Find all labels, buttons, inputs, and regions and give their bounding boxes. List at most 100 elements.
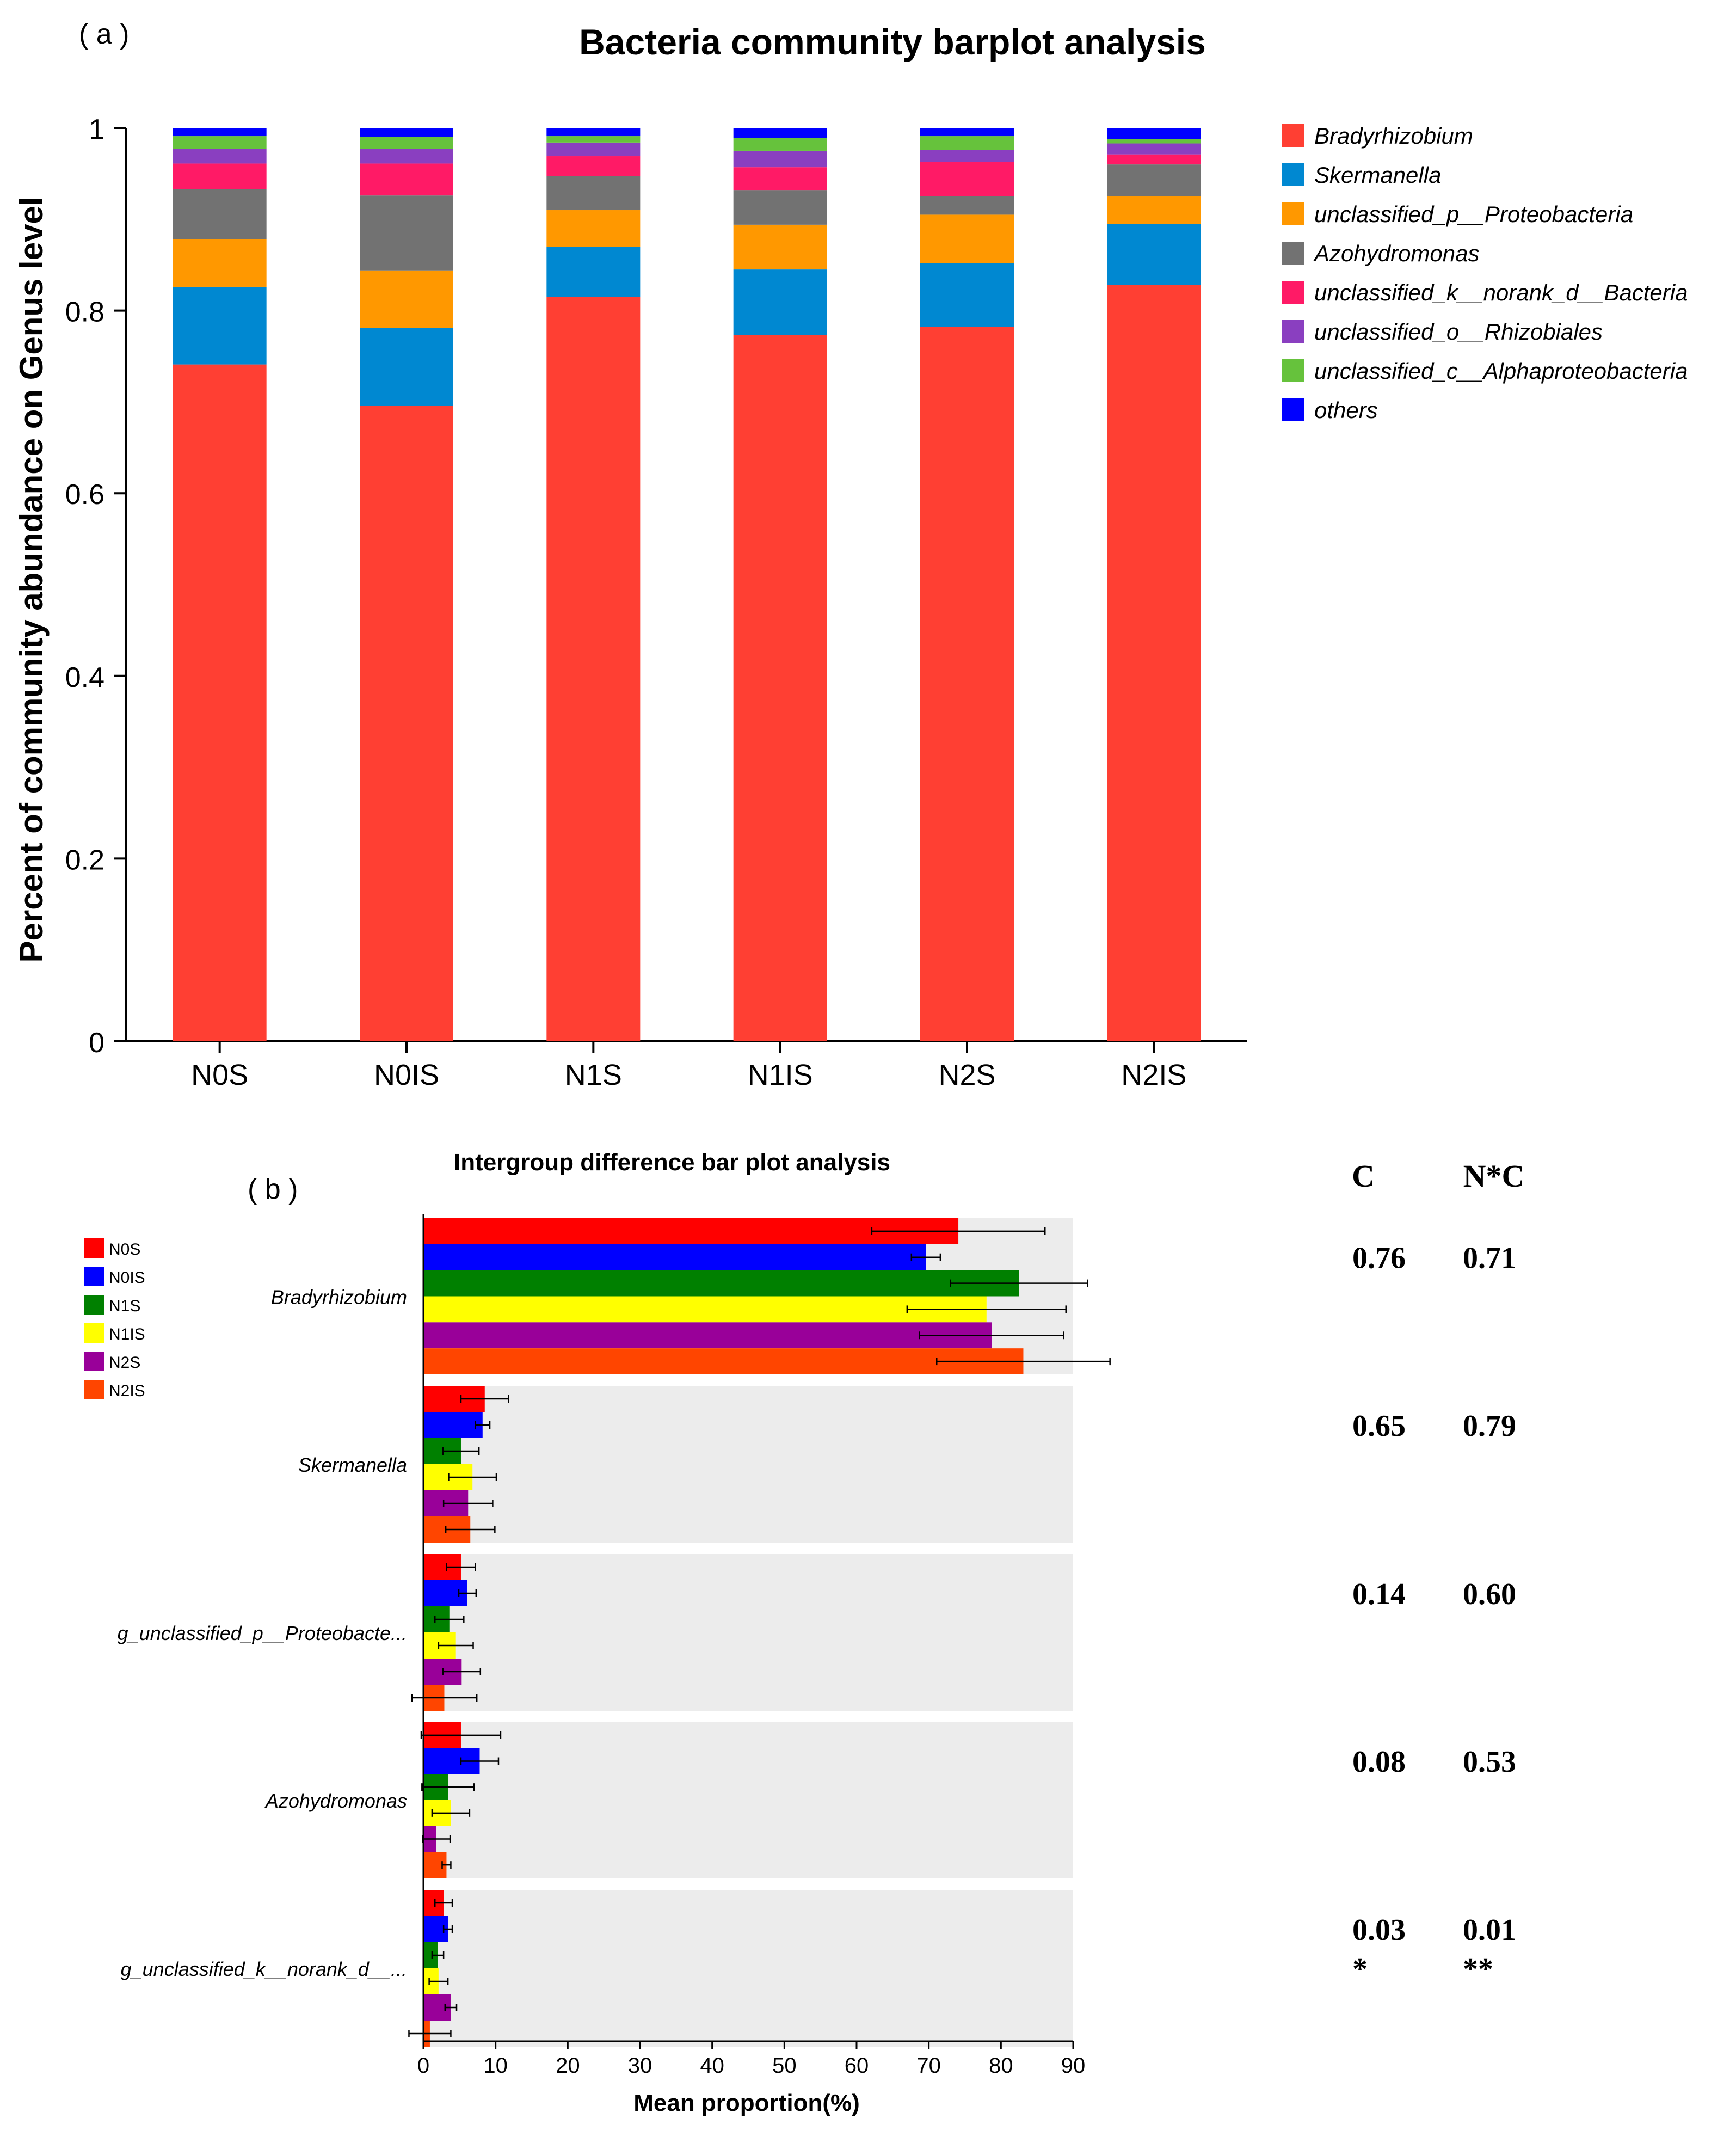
panel-b-title: Intergroup difference bar plot analysis — [454, 1149, 890, 1176]
legend-swatch — [1282, 163, 1304, 186]
panel-a-x-tick-label: N2IS — [1121, 1059, 1186, 1091]
legend-swatch — [1282, 124, 1304, 147]
legend-swatch — [1282, 281, 1304, 304]
legend-label: N0IS — [109, 1269, 145, 1287]
panel-a-x-tick-label: N0IS — [374, 1059, 439, 1091]
panel-a-y-tick-label: 0 — [89, 1027, 104, 1059]
category-label: Bradyrhizobium — [271, 1286, 407, 1309]
pvalue-c: 0.65 — [1352, 1409, 1406, 1443]
panel-a-y-tick-label: 0.4 — [65, 662, 104, 693]
legend-label: unclassified_p__Proteobacteria — [1314, 201, 1633, 227]
stacked-bar-segment-6 — [546, 142, 641, 157]
stacked-bar-segment-8 — [360, 128, 453, 137]
pvalue-header-nc: N*C — [1463, 1158, 1525, 1194]
stacked-bar-segment-3 — [173, 239, 267, 287]
bar-n2s — [423, 1322, 992, 1349]
stacked-bar-segment-8 — [733, 128, 827, 138]
stacked-bar-segment-2 — [546, 247, 641, 297]
stacked-bar-segment-3 — [920, 214, 1014, 263]
legend-label: N1IS — [109, 1325, 145, 1343]
legend-swatch — [1282, 202, 1304, 225]
pvalue-c: 0.08 — [1352, 1745, 1406, 1779]
stacked-bar-segment-7 — [733, 138, 827, 151]
significance-mark-c: * — [1352, 1952, 1368, 1986]
panel-a-y-tick-label: 1 — [89, 114, 104, 145]
panel-a-chart: 0 0.2 0.4 0.6 0.8 1 N0S N0IS N1S N1IS N2S N2IS Brady… — [65, 114, 1688, 1091]
pvalue-c: 0.76 — [1352, 1242, 1406, 1275]
legend-label: N0S — [109, 1240, 140, 1258]
stacked-bar-segment-6 — [733, 150, 827, 168]
stacked-bar-segment-4 — [920, 196, 1014, 215]
legend-label: unclassified_c__Alphaproteobacteria — [1314, 358, 1688, 384]
legend-swatch — [84, 1380, 104, 1399]
stacked-bar-segment-3 — [360, 270, 453, 328]
legend-label: Skermanella — [1314, 162, 1441, 188]
stacked-bar-segment-1 — [733, 335, 827, 1041]
stacked-bar-segment-4 — [173, 189, 267, 239]
stacked-bar-segment-6 — [1107, 143, 1201, 155]
panel-b-x-tick-label: 30 — [628, 2054, 652, 2078]
stacked-bar-segment-8 — [920, 128, 1014, 137]
bar-n0is — [423, 1412, 483, 1438]
legend-label: Bradyrhizobium — [1314, 123, 1473, 149]
panel-a-title: Bacteria community barplot analysis — [579, 22, 1206, 62]
bar-n2is — [423, 1348, 1024, 1374]
category-band — [423, 1722, 1073, 1878]
stacked-bar-segment-5 — [920, 162, 1014, 196]
pvalue-nc: 0.71 — [1463, 1242, 1516, 1275]
panel-a-y-tick-label: 0.2 — [65, 844, 104, 876]
stacked-bar-segment-2 — [733, 269, 827, 335]
stacked-bar-segment-5 — [1107, 154, 1201, 165]
panel-a-y-tick-label: 0.6 — [65, 479, 104, 511]
panel-a-label: ( a ) — [79, 19, 129, 50]
category-band — [423, 1386, 1073, 1543]
legend-label: others — [1314, 397, 1378, 423]
bar-n1s — [423, 1270, 1019, 1297]
panel-a-y-tick-label: 0.8 — [65, 297, 104, 328]
panel-a-x-tick-label: N1S — [565, 1059, 622, 1091]
category-label: g_unclassified_p__Proteobacte... — [118, 1622, 407, 1644]
stacked-bar-segment-2 — [1107, 224, 1201, 285]
category-band — [423, 1890, 1073, 2047]
category-label: g_unclassified_k__norank_d__... — [121, 1958, 407, 1980]
stacked-bar-segment-1 — [1107, 285, 1201, 1042]
panel-a-ylabel: Percent of community abundance on Genus … — [13, 197, 50, 963]
panel-a-x-tick-label: N0S — [191, 1059, 248, 1091]
panel-b-x-tick-label: 20 — [556, 2054, 580, 2078]
bar-n0is — [423, 1244, 926, 1270]
legend-swatch — [84, 1267, 104, 1286]
panel-b-x-tick-label: 10 — [483, 2054, 508, 2078]
panel-a-x-tick-label: N2S — [938, 1059, 995, 1091]
bar-n0s — [423, 1218, 959, 1244]
panel-b-label: ( b ) — [248, 1174, 298, 1205]
legend-label: N2IS — [109, 1382, 145, 1400]
stacked-bar-segment-7 — [1107, 139, 1201, 144]
stacked-bar-segment-5 — [546, 156, 641, 176]
pvalue-nc: 0.01 — [1463, 1913, 1516, 1947]
stacked-bar-segment-7 — [920, 136, 1014, 150]
category-label: Skermanella — [298, 1454, 407, 1476]
pvalue-nc: 0.53 — [1463, 1745, 1516, 1779]
legend-label: N2S — [109, 1354, 140, 1372]
stacked-bar-segment-1 — [360, 406, 453, 1041]
legend-label: unclassified_k__norank_d__Bacteria — [1314, 280, 1688, 305]
pvalue-c: 0.14 — [1352, 1577, 1406, 1611]
category-label: Azohydromonas — [264, 1790, 407, 1812]
significance-mark-nc: ** — [1463, 1952, 1493, 1986]
legend-swatch — [1282, 359, 1304, 382]
stacked-bar-segment-7 — [546, 136, 641, 143]
stacked-bar-segment-8 — [1107, 128, 1201, 139]
stacked-bar-segment-4 — [1107, 164, 1201, 196]
stacked-bar-segment-3 — [1107, 196, 1201, 224]
panel-b-chart: Bradyrhizobium 0.76 0.71 Skermanella 0.65 0.7… — [84, 1214, 1516, 2078]
stacked-bar-segment-1 — [173, 364, 267, 1041]
pvalue-header-c: C — [1352, 1158, 1375, 1194]
stacked-bar-segment-2 — [360, 328, 453, 406]
stacked-bar-segment-5 — [360, 163, 453, 196]
stacked-bar-segment-3 — [546, 210, 641, 247]
panel-b-xlabel: Mean proportion(%) — [633, 2090, 860, 2116]
panel-b-x-tick-label: 90 — [1061, 2054, 1086, 2078]
stacked-bar-segment-8 — [546, 128, 641, 137]
panel-b-x-tick-label: 0 — [417, 2054, 429, 2078]
